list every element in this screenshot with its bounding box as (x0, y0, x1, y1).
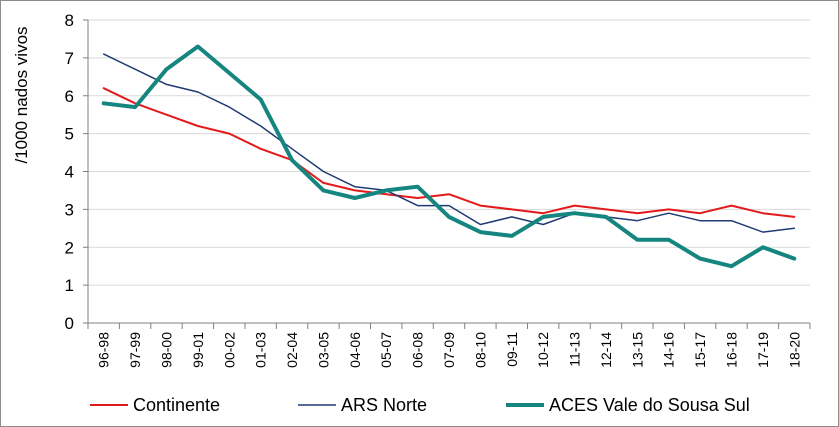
legend-label: Continente (133, 395, 220, 415)
y-tick-label: 0 (65, 314, 74, 333)
y-tick-label: 8 (65, 11, 74, 30)
legend-label: ACES Vale do Sousa Sul (549, 395, 750, 415)
x-tick-label: 16-18 (724, 332, 740, 368)
x-tick-label: 12-14 (598, 332, 614, 368)
series-line-continente (102, 87, 796, 218)
y-axis-label: /1000 nados vivos (12, 26, 31, 163)
legend-label: ARS Norte (341, 395, 427, 415)
x-tick-label: 97-99 (127, 332, 143, 368)
y-tick-label: 1 (65, 276, 74, 295)
gridlines (88, 19, 810, 286)
x-tick-label: 13-15 (629, 332, 645, 368)
x-tick-label: 09-11 (504, 332, 520, 367)
x-tick-label: 05-07 (378, 332, 394, 368)
y-tick-label: 5 (65, 125, 74, 144)
x-tick-label: 96-98 (96, 332, 112, 368)
series-line-aces-vale-do-sousa-sul (101, 44, 797, 269)
series-line-ars-norte (102, 53, 796, 233)
x-tick-label: 14-16 (661, 332, 677, 368)
x-tick-label: 06-08 (410, 332, 426, 368)
x-tick-label: 01-03 (253, 332, 269, 368)
y-tick-label: 6 (65, 87, 74, 106)
x-tick-label: 18-20 (786, 332, 802, 368)
x-tick-label: 98-00 (158, 332, 174, 368)
x-tick-label: 08-10 (472, 332, 488, 368)
y-tick-label: 7 (65, 49, 74, 68)
x-tick-label: 03-05 (315, 332, 331, 368)
legend: Continente ARS Norte ACES Vale do Sousa Su… (90, 395, 750, 415)
x-tick-label: 02-04 (284, 332, 300, 368)
x-tick-label: 10-12 (535, 332, 551, 368)
x-tick-label: 99-01 (190, 332, 206, 368)
x-tick-label: 15-17 (692, 332, 708, 368)
y-tick-label: 2 (65, 238, 74, 257)
x-tick-label: 00-02 (221, 332, 237, 368)
y-tick-labels: 0 1 2 3 4 5 6 7 8 (65, 11, 74, 333)
x-tick-label: 11-13 (567, 332, 583, 367)
x-tick-label: 07-09 (441, 332, 457, 368)
y-tick-label: 3 (65, 200, 74, 219)
y-tick-label: 4 (65, 163, 74, 182)
x-tick-label: 04-06 (347, 332, 363, 368)
x-tick-label: 17-19 (755, 332, 771, 368)
axes (83, 19, 811, 329)
x-tick-labels: 96-98 97-99 98-00 99-01 00-02 01-03 02-04 03-05… (96, 332, 803, 368)
series-lines (101, 44, 797, 269)
